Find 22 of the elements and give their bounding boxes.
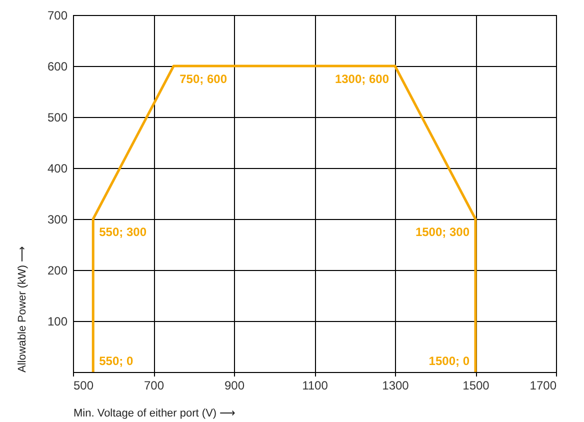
x-tick-label: 1500 (462, 378, 490, 392)
x-tick-label: 1300 (382, 378, 410, 392)
y-axis-title: Allowable Power (kW) ⟶ (16, 246, 28, 372)
annotation: 1500; 300 (415, 225, 470, 239)
y-tick-label: 500 (47, 110, 68, 124)
x-tick-label: 500 (74, 378, 94, 392)
annotation: 1300; 600 (334, 72, 390, 86)
annotation: 550; 0 (99, 354, 134, 368)
y-tick-label: 200 (47, 264, 68, 278)
y-tick-label: 600 (47, 60, 68, 74)
y-tick-label: 100 (47, 314, 68, 328)
y-tick-label: 400 (47, 162, 68, 176)
annotation: 1500; 0 (428, 354, 470, 368)
annotation: 750; 600 (180, 72, 228, 86)
y-tick-label: 700 (47, 8, 68, 22)
x-tick-label: 1100 (302, 378, 328, 392)
x-tick-label: 1700 (530, 378, 557, 392)
x-tick-label: 700 (144, 378, 164, 392)
annotation: 550; 300 (99, 225, 147, 239)
x-axis-title: Min. Voltage of either port (V) ⟶ (74, 408, 236, 420)
y-tick-label: 300 (47, 212, 68, 226)
x-tick-label: 900 (224, 378, 245, 392)
